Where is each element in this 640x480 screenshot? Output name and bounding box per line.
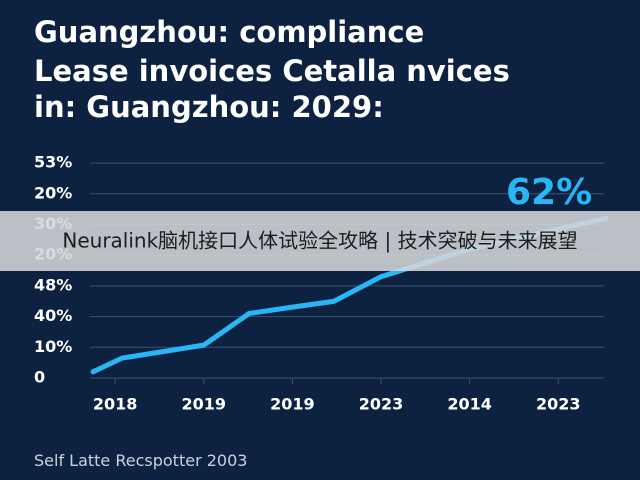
banner (0, 211, 640, 271)
chart-title: Guangzhou: compliance (34, 15, 424, 49)
y-tick-label: 48% (34, 275, 72, 294)
y-tick-label: 20% (34, 183, 72, 202)
chart-title: in: Guangzhou: 2029: (34, 90, 384, 124)
y-tick-label: 53% (34, 153, 72, 172)
x-tick-label: 2019 (270, 395, 315, 414)
x-tick-label: 2023 (536, 395, 581, 414)
y-tick-label: 0 (34, 368, 45, 387)
footer: Self Latte Recspotter 2003 (34, 451, 247, 470)
x-tick-label: 2018 (93, 395, 138, 414)
x-tick-label: 2014 (447, 395, 492, 414)
x-tick-label: 2023 (359, 395, 404, 414)
y-tick-label: 40% (34, 306, 72, 325)
y-tick-label: 10% (34, 337, 72, 356)
chart-title: Lease invoices Cetalla nvices (34, 54, 510, 88)
annotation: 62% (506, 172, 592, 213)
banner-text: Neuralink脑机接口人体试验全攻略 | 技术突破与未来展望 (62, 229, 577, 253)
x-tick-label: 2019 (182, 395, 227, 414)
